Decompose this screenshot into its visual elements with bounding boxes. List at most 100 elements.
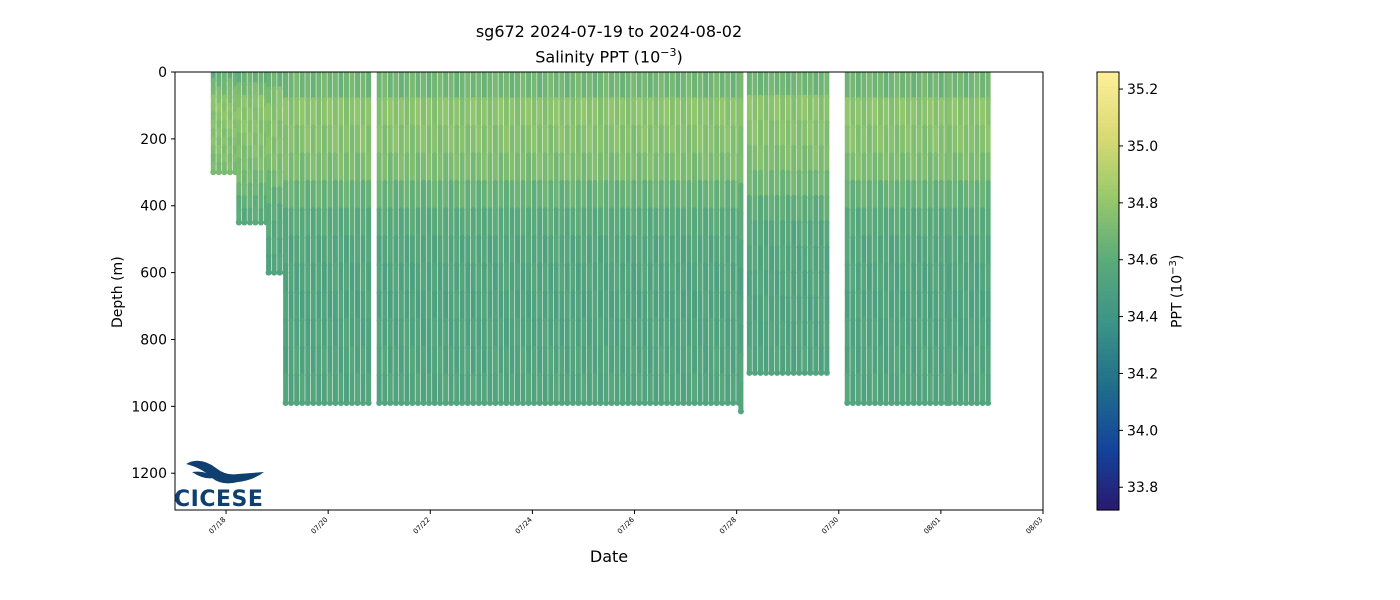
colorbar-band	[1097, 338, 1119, 343]
colorbar-band	[1097, 192, 1119, 197]
profile-segment	[235, 72, 270, 226]
profile-bottom-point	[962, 400, 969, 407]
profile-bottom-point	[486, 400, 493, 407]
profile-bottom-point	[215, 169, 222, 176]
profile-bottom-point	[221, 169, 228, 176]
colorbar-tick-label: 34.4	[1127, 310, 1158, 326]
profile-bottom-point	[448, 400, 455, 407]
profile-bottom-point	[910, 400, 917, 407]
profile-bottom-point	[630, 400, 637, 407]
colorbar-band	[1097, 210, 1119, 215]
profile-bottom-point	[882, 400, 889, 407]
colorbar-band	[1097, 86, 1119, 91]
profile-bottom-point	[398, 400, 405, 407]
chart-title-line1: sg672 2024-07-19 to 2024-08-02	[475, 22, 743, 41]
colorbar-band	[1097, 345, 1119, 350]
profile-bottom-point	[768, 369, 775, 376]
colorbar-band	[1097, 331, 1119, 336]
profile-bottom-point	[669, 400, 676, 407]
colorbar-band	[1097, 265, 1119, 270]
colorbar-band	[1097, 334, 1119, 340]
colorbar-band	[1097, 396, 1119, 402]
profile-bottom-point	[288, 400, 295, 407]
colorbar-band	[1097, 404, 1119, 409]
colorbar-band	[1097, 349, 1119, 354]
y-tick-label: 600	[140, 266, 167, 282]
colorbar-band	[1097, 214, 1119, 219]
profile-bottom-point	[349, 400, 356, 407]
profile-bottom-point	[426, 400, 433, 407]
colorbar-band	[1097, 447, 1119, 453]
colorbar-band	[1097, 239, 1119, 245]
x-tick-label: 08/01	[922, 516, 942, 536]
colorbar-band	[1097, 378, 1119, 383]
profile-bottom-point	[271, 269, 278, 276]
colorbar-band	[1097, 462, 1119, 467]
colorbar-band	[1097, 166, 1119, 172]
colorbar-band	[1097, 72, 1119, 77]
profile-bottom-point	[360, 400, 367, 407]
profile-bottom-point	[492, 400, 499, 407]
profile-segment	[210, 72, 239, 176]
colorbar-band	[1097, 480, 1119, 486]
profile-bottom-point	[403, 400, 410, 407]
colorbar-band	[1097, 502, 1119, 507]
profile-bottom-point	[547, 400, 554, 407]
profile-bottom-point	[497, 400, 504, 407]
profile-bottom-point	[299, 400, 306, 407]
profile-bottom-point	[951, 400, 958, 407]
profile-bottom-point	[979, 400, 986, 407]
profile-bottom-point	[459, 400, 466, 407]
colorbar-label-suffix: )	[1169, 254, 1186, 261]
profile-bottom-point	[871, 400, 878, 407]
profile-bottom-point	[326, 400, 333, 407]
y-tick-label: 1200	[131, 466, 167, 482]
colorbar-band	[1097, 272, 1119, 277]
colorbar-band	[1097, 298, 1119, 303]
colorbar-frame	[1096, 71, 1120, 511]
colorbar-band	[1097, 243, 1119, 248]
y-tick-label: 200	[140, 132, 167, 148]
colorbar-band	[1097, 407, 1119, 413]
profile-bottom-point	[779, 369, 786, 376]
colorbar-band	[1097, 97, 1119, 102]
profile-bottom-point	[932, 400, 939, 407]
colorbar-band	[1097, 112, 1119, 117]
profile-bottom-point	[437, 400, 444, 407]
colorbar-band	[1097, 232, 1119, 237]
colorbar-label-sup: −3	[1168, 260, 1179, 275]
profile-bottom-point	[586, 400, 593, 407]
profile-bottom-point	[849, 400, 856, 407]
profile-bottom-point	[252, 219, 259, 226]
colorbar: 33.8 34.0 34.2 34.4 34.6 34.8 35.0 35.2	[1096, 71, 1158, 511]
x-tick-label: 08/03	[1024, 516, 1044, 536]
colorbar-band	[1097, 188, 1119, 194]
colorbar-band	[1097, 320, 1119, 325]
colorbar-band	[1097, 228, 1119, 234]
profile-bottom-point	[276, 269, 283, 276]
colorbar-band	[1097, 130, 1119, 135]
colorbar-band	[1097, 364, 1119, 369]
colorbar-band	[1097, 123, 1119, 128]
profile-bottom-point	[442, 400, 449, 407]
profile-bottom-point	[674, 400, 681, 407]
x-axis-label: Date	[589, 547, 629, 566]
colorbar-band	[1097, 177, 1119, 183]
profile-bottom-point	[481, 400, 488, 407]
x-tick-label: 07/26	[616, 515, 636, 535]
profile-bottom-point	[542, 400, 549, 407]
profile-bottom-point	[520, 400, 527, 407]
colorbar-band	[1097, 323, 1119, 329]
x-tick-label: 07/24	[514, 515, 534, 535]
colorbar-band	[1097, 360, 1119, 365]
profile-bottom-point	[647, 400, 654, 407]
colorbar-tick-label: 34.6	[1127, 253, 1158, 269]
profile-bottom-point	[608, 400, 615, 407]
colorbar-band	[1097, 254, 1119, 259]
colorbar-band	[1097, 458, 1119, 464]
profile-bottom-point	[597, 400, 604, 407]
colorbar-band	[1097, 170, 1119, 175]
colorbar-band	[1097, 221, 1119, 226]
colorbar-band	[1097, 276, 1119, 281]
